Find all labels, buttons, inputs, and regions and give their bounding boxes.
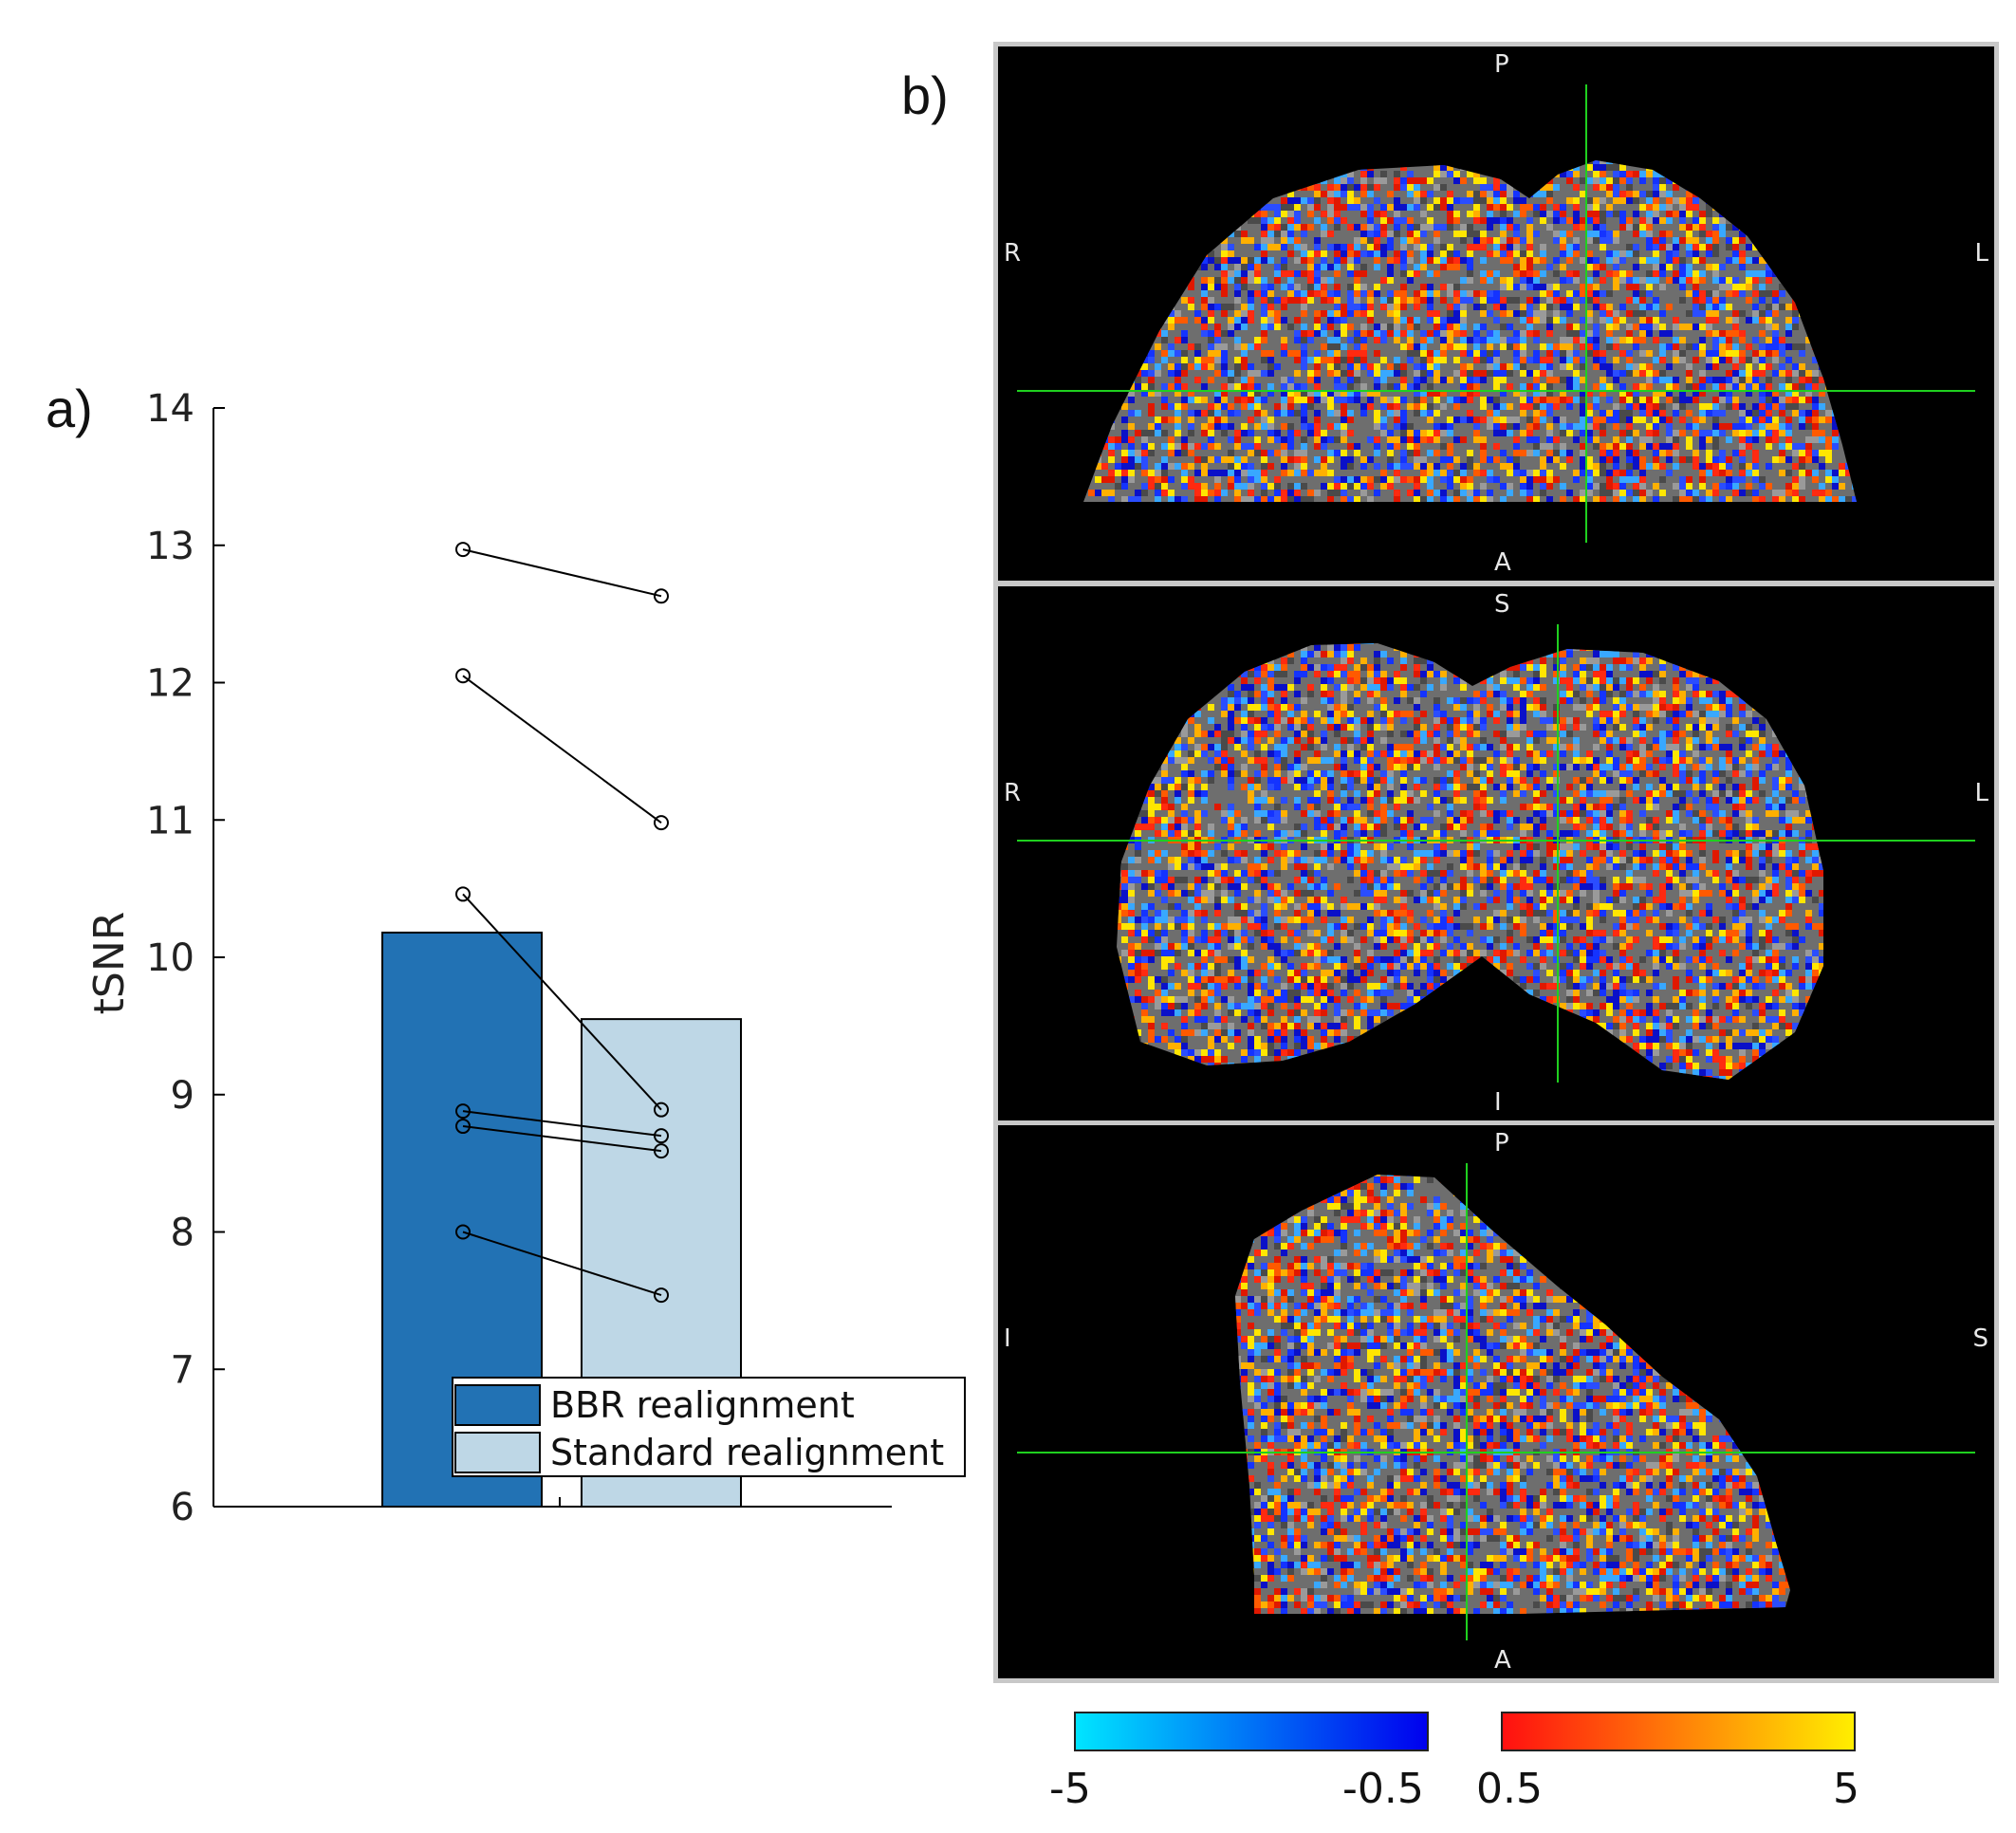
negative-colorbar: [1074, 1712, 1429, 1751]
positive-colorbar: [1501, 1712, 1856, 1751]
orient-right: L: [1974, 238, 1989, 268]
y-tick-label: 6: [171, 1486, 194, 1529]
subject-point: [654, 1102, 669, 1118]
brain-view-coronal: S I R L: [998, 586, 1994, 1120]
legend-swatch: [454, 1432, 541, 1473]
subject-line: [462, 1110, 662, 1138]
colorbar-label-neg-min: -5: [1049, 1765, 1091, 1813]
y-tick-label: 7: [171, 1348, 194, 1392]
y-axis-label: tSNR: [85, 912, 134, 1015]
panel-b-label: b): [901, 65, 949, 125]
legend-label: Standard realignment: [550, 1432, 944, 1473]
orient-left: R: [1004, 778, 1022, 807]
y-tick-label: 12: [146, 662, 194, 706]
orient-bottom: A: [1494, 548, 1511, 577]
subject-point: [654, 588, 669, 604]
subject-point: [654, 815, 669, 831]
subject-line: [462, 548, 662, 598]
brain-map-panel: P A R L S I R L P A I S: [993, 42, 1999, 1683]
subject-point: [654, 1128, 669, 1144]
subject-line: [462, 893, 662, 1111]
colorbar-label-pos-max: 5: [1833, 1765, 1859, 1813]
subject-point: [654, 1287, 669, 1304]
y-tick-label: 11: [146, 799, 194, 842]
brain-slice-image: [1017, 1163, 1975, 1640]
subject-line: [462, 1125, 662, 1153]
orient-left: I: [1004, 1324, 1011, 1353]
brain-view-sagittal: P A I S: [998, 1125, 1994, 1678]
subject-line: [462, 1231, 662, 1297]
orient-left: R: [1004, 238, 1022, 268]
orient-right: L: [1974, 778, 1989, 807]
legend-swatch: [454, 1384, 541, 1426]
orient-top: S: [1494, 590, 1510, 619]
orient-top: P: [1494, 1129, 1509, 1157]
colorbar-label-neg-max: -0.5: [1342, 1765, 1424, 1813]
tsnr-bar-chart: 6 7 8 9 10 11 12 13 14 tSNR BBR realignment Standar…: [85, 387, 966, 1529]
colorbar-label-pos-min: 0.5: [1476, 1765, 1543, 1813]
orient-right: S: [1972, 1324, 1988, 1353]
brain-slice-image: [1017, 84, 1975, 543]
subject-point: [455, 542, 471, 558]
y-tick-label: 9: [171, 1074, 194, 1118]
orient-bottom: A: [1494, 1646, 1511, 1675]
subject-line: [462, 675, 662, 824]
subject-point: [455, 1224, 471, 1240]
subject-point: [455, 668, 471, 684]
subject-point: [654, 1143, 669, 1159]
brain-slice-image: [1017, 624, 1975, 1083]
subject-point: [455, 1119, 471, 1135]
y-tick-label: 10: [146, 936, 194, 980]
subject-point: [455, 886, 471, 902]
legend-label: BBR realignment: [550, 1384, 855, 1426]
subject-point: [455, 1103, 471, 1120]
brain-view-axial: P A R L: [998, 46, 1994, 581]
y-tick-label: 8: [171, 1212, 194, 1255]
panel-a-label: a): [46, 379, 93, 438]
legend: BBR realignment Standard realignment: [452, 1377, 966, 1477]
y-tick-label: 13: [146, 525, 194, 568]
y-tick-label: 14: [146, 387, 194, 431]
orient-bottom: I: [1494, 1088, 1502, 1117]
orient-top: P: [1494, 50, 1509, 79]
